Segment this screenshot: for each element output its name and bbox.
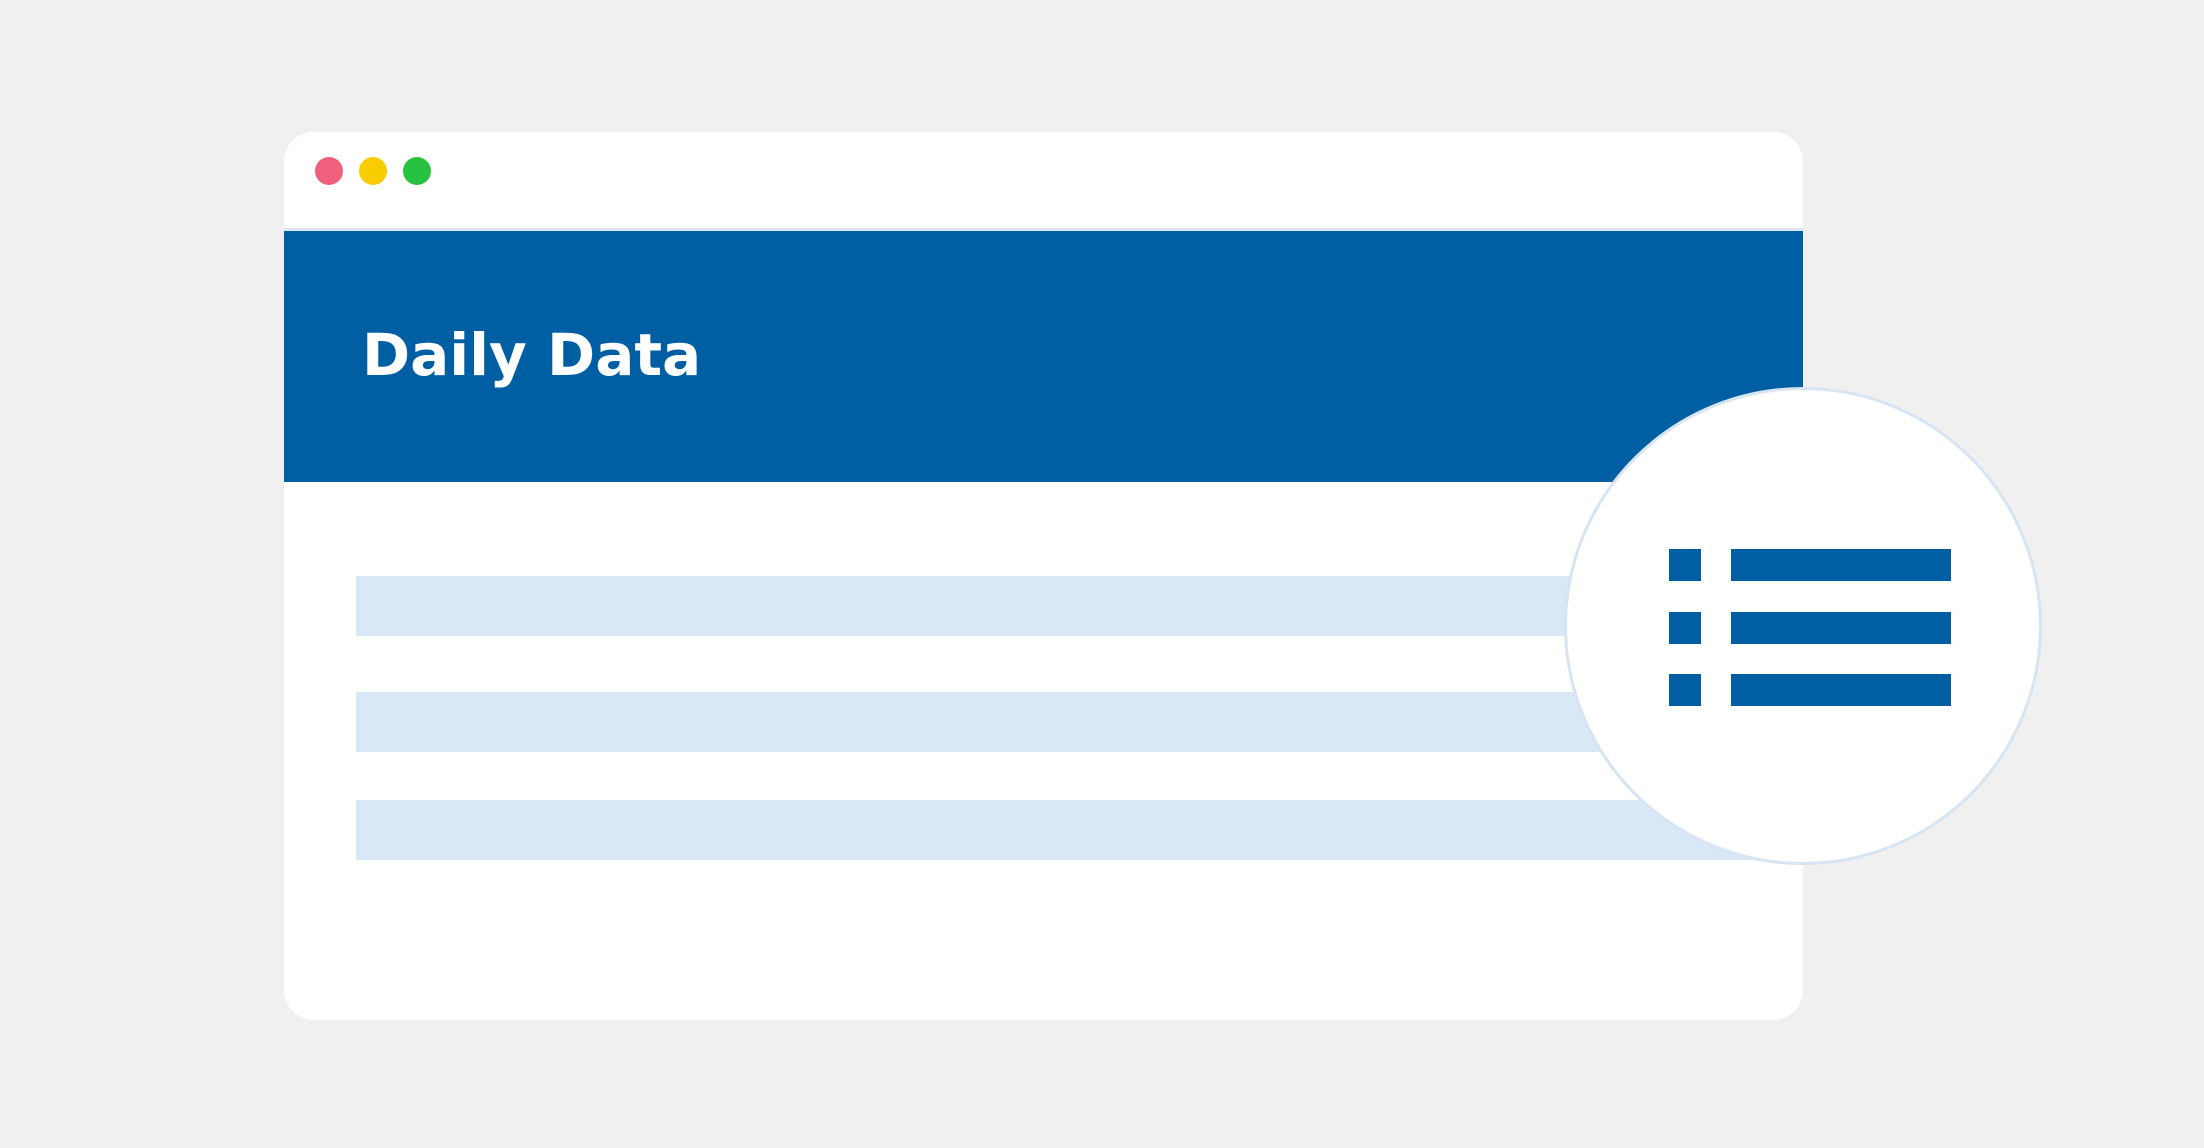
minimize-window-button[interactable] <box>359 157 387 185</box>
maximize-window-button[interactable] <box>403 157 431 185</box>
page-header-banner: Daily Data <box>284 231 1803 482</box>
content-row-placeholder <box>356 800 1776 860</box>
list-badge <box>1564 387 2042 865</box>
close-window-button[interactable] <box>315 157 343 185</box>
content-row-placeholder <box>356 576 1776 636</box>
list-icon <box>1669 549 1951 706</box>
page-title: Daily Data <box>362 321 702 389</box>
window-titlebar <box>284 132 1803 231</box>
content-row-placeholder <box>356 692 1776 752</box>
browser-window: Daily Data <box>284 132 1803 1020</box>
